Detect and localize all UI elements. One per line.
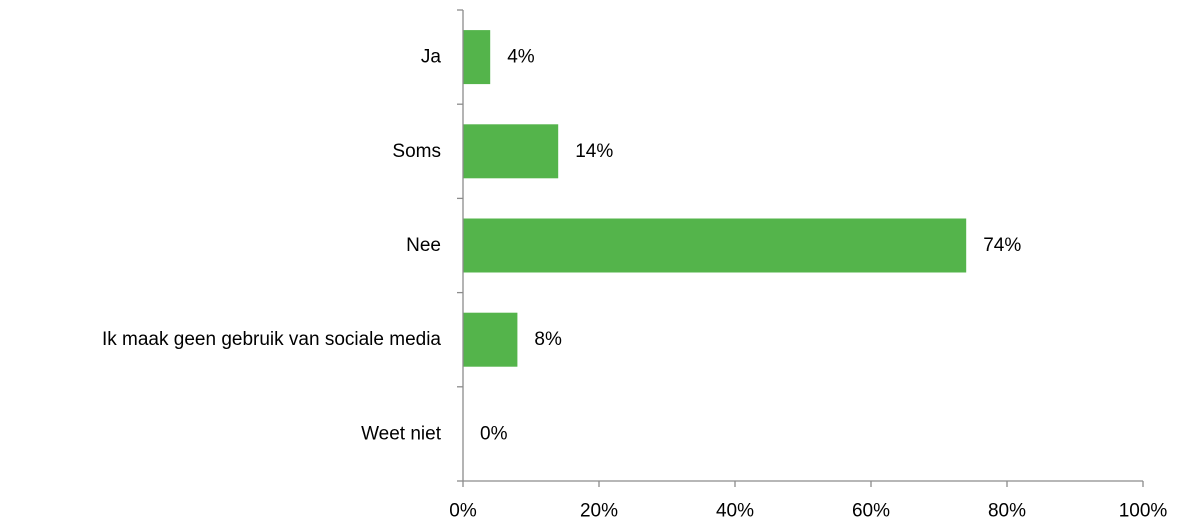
data-label-0: 4% [507,47,535,68]
x-tick-label-3: 60% [852,501,890,522]
category-label-0: Ja [421,47,442,68]
bar-1 [463,124,559,179]
x-tick-label-2: 40% [716,501,754,522]
data-label-4: 0% [480,423,508,444]
x-tick-label-4: 80% [988,501,1026,522]
category-label-4: Weet niet [361,423,442,444]
bars-group [463,30,967,367]
data-label-1: 14% [575,141,613,162]
category-label-2: Nee [406,235,441,256]
labels-group: Ja 4% Soms 14% Nee 74% Ik maak geen gebruik va… [102,47,1167,522]
x-tick-label-1: 20% [580,501,618,522]
data-label-2: 74% [983,235,1021,256]
x-tick-label-0: 0% [449,501,477,522]
bar-0 [463,30,491,85]
data-label-3: 8% [534,329,562,350]
axes-group [457,9,1144,487]
category-label-1: Soms [392,141,441,162]
category-label-3: Ik maak geen gebruik van sociale media [102,329,441,350]
bar-2 [463,218,967,273]
x-tick-label-5: 100% [1119,501,1168,522]
bar-3 [463,312,518,367]
